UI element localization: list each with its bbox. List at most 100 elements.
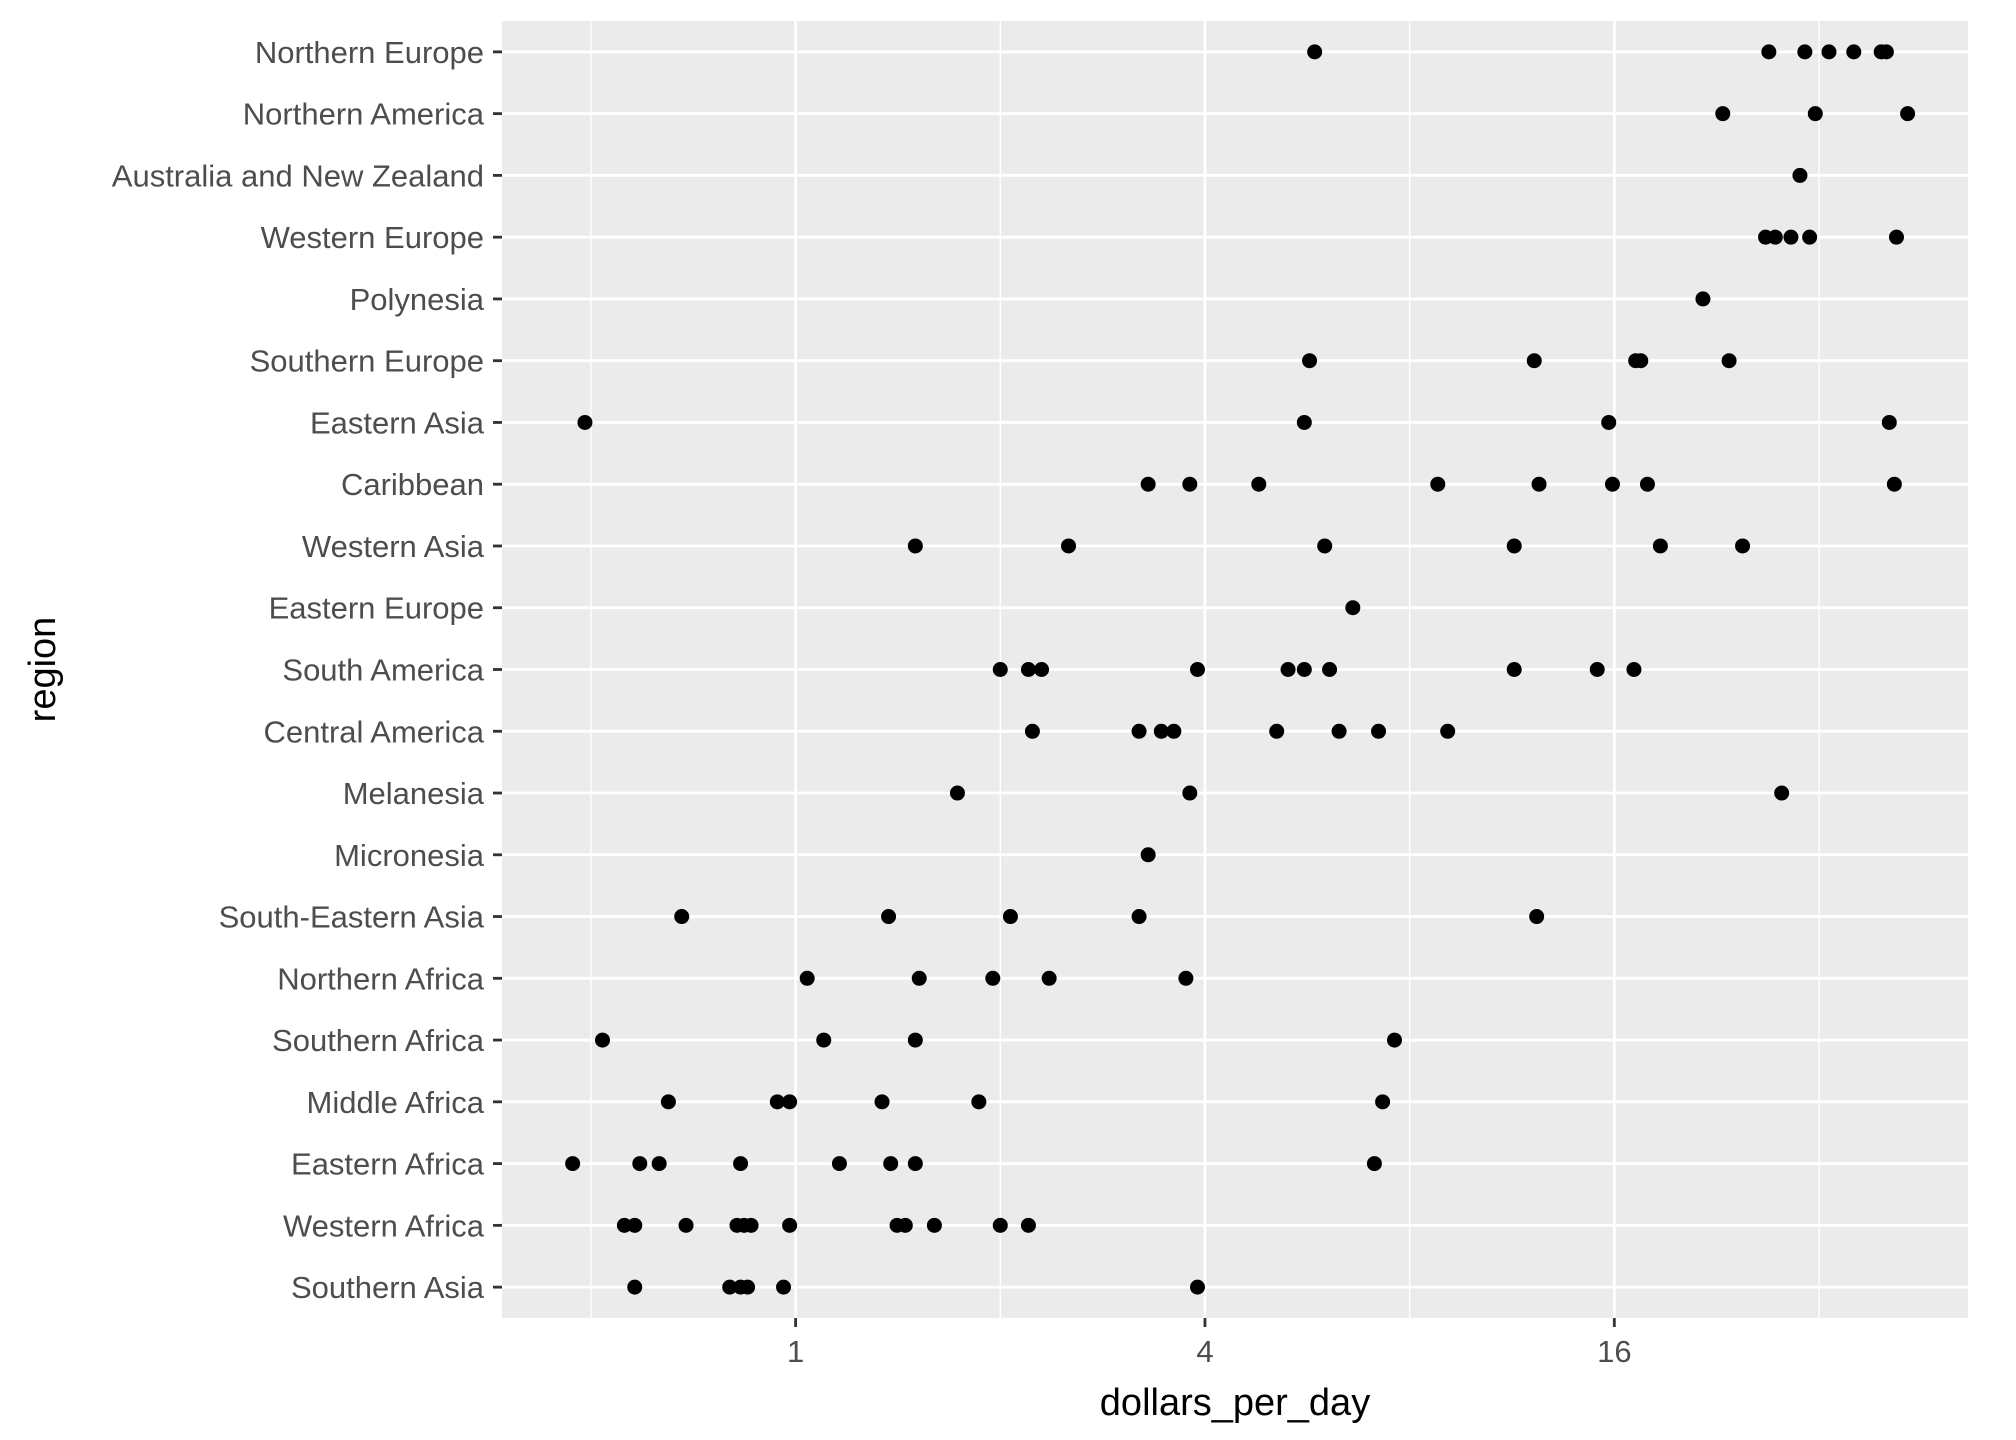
y-tick-label: Middle Africa [307,1085,485,1120]
y-tick-label: Northern America [243,97,485,132]
data-point [907,1032,923,1048]
y-axis: Northern Europe Northern America Australia… [112,35,502,1305]
data-point [1034,662,1050,677]
data-point [769,1094,785,1110]
y-tick-label: Southern Africa [272,1023,485,1058]
data-point [1531,476,1547,492]
data-point [1797,44,1813,60]
data-point [1886,476,1902,492]
data-point [651,1156,667,1172]
data-point [1178,970,1194,986]
data-point [907,538,923,554]
data-point [1140,847,1156,863]
data-point [743,1217,759,1233]
data-point [1041,970,1057,986]
y-tick-label: Northern Europe [255,35,484,70]
data-point [831,1156,847,1172]
data-point [911,970,927,986]
data-point [1296,662,1312,677]
data-point [883,1156,899,1172]
data-point [926,1217,942,1233]
data-point [1807,106,1823,122]
data-point [799,970,815,986]
data-point [1020,662,1036,677]
data-point [678,1217,694,1233]
data-point [1131,909,1147,925]
data-point [1589,662,1605,677]
data-point [1345,600,1361,616]
data-point [632,1156,648,1172]
y-tick-label: Polynesia [350,282,485,317]
data-point [1061,538,1077,554]
data-point [1821,44,1837,60]
data-point [1792,167,1808,183]
data-point [594,1032,610,1048]
y-tick-label: Caribbean [341,467,484,502]
data-point [816,1032,832,1048]
data-point [627,1217,643,1233]
data-point [1307,44,1323,60]
data-point [1331,723,1347,739]
data-point [1020,1217,1036,1233]
data-point [907,1156,923,1172]
data-point [1506,662,1522,677]
y-tick-label: Australia and New Zealand [112,158,484,193]
data-point [1322,662,1338,677]
x-axis: 1 4 16 [787,1318,1632,1369]
data-point [992,1217,1008,1233]
data-point [1888,229,1904,245]
x-tick-label: 1 [787,1334,804,1369]
y-tick-label: Eastern Asia [310,405,485,440]
data-point [1366,1156,1382,1172]
data-point [1296,414,1312,430]
y-tick-label: Northern Africa [277,961,485,996]
data-point [1601,414,1617,430]
data-point [1715,106,1731,122]
data-point [733,1156,749,1172]
data-point [1695,291,1711,307]
data-point [565,1156,581,1172]
data-point [1774,785,1790,801]
data-point [1526,353,1542,369]
data-point [782,1217,798,1233]
y-tick-label: Melanesia [343,776,485,811]
data-point [1900,106,1916,122]
data-point [776,1279,792,1295]
data-point [1440,723,1456,739]
data-point [740,1279,756,1295]
data-point [1846,44,1862,60]
y-tick-label: Central America [263,714,484,749]
data-point [1153,723,1169,739]
data-point [660,1094,676,1110]
data-point [627,1279,643,1295]
y-tick-label: Southern Asia [291,1270,485,1305]
y-tick-label: Western Asia [302,529,485,564]
data-point [577,414,593,430]
data-point [1761,44,1777,60]
data-points [565,44,1916,1295]
y-tick-label: Western Africa [283,1208,485,1243]
data-point [949,785,965,801]
y-tick-label: Eastern Africa [291,1147,485,1182]
data-point [1302,353,1318,369]
y-tick-label: South America [282,653,484,688]
data-point [1002,909,1018,925]
y-axis-title: region [22,617,64,723]
y-tick-label: Eastern Europe [269,591,484,626]
data-point [1802,229,1818,245]
data-point [1878,44,1894,60]
data-point [985,970,1001,986]
data-point [674,909,690,925]
data-point [1189,662,1205,677]
data-point [1280,662,1296,677]
x-axis-title: dollars_per_day [1100,1382,1370,1424]
data-point [1375,1094,1391,1110]
y-tick-label: South-Eastern Asia [219,900,485,935]
x-tick-label: 4 [1196,1334,1213,1369]
data-point [1767,229,1783,245]
data-point [1529,909,1545,925]
data-point [1371,723,1387,739]
data-point [1251,476,1267,492]
data-point [874,1094,890,1110]
